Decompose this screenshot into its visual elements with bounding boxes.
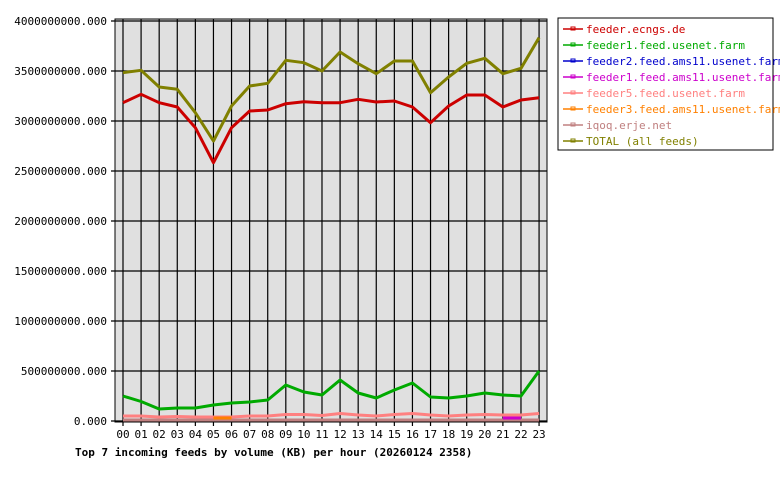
legend-marker [570, 106, 576, 111]
x-tick-label: 14 [370, 428, 384, 441]
legend-item: feeder5.feed.usenet.farm [563, 87, 745, 100]
legend-item: feeder2.feed.ams11.usenet.farm [563, 55, 780, 68]
x-tick-label: 12 [333, 428, 346, 441]
series-lines [122, 36, 541, 422]
legend [557, 17, 774, 151]
x-tick-label: 19 [460, 428, 473, 441]
legend-label: iqoq.erje.net [586, 119, 672, 132]
legend-label: feeder1.feed.ams11.usenet.farm [586, 71, 780, 84]
legend-label: feeder3.feed.ams11.usenet.farm [586, 103, 780, 116]
x-tick-label: 06 [225, 428, 238, 441]
x-tick-label: 15 [388, 428, 401, 441]
series-line-7 [122, 36, 541, 143]
legend-items: feeder.ecngs.de feeder1.feed.usenet.farm f… [563, 23, 780, 148]
x-tick-label: 03 [171, 428, 184, 441]
x-tick-label: 02 [153, 428, 166, 441]
series-line-4 [123, 412, 540, 419]
x-tick-label: 10 [297, 428, 310, 441]
x-tick-label: 21 [496, 428, 509, 441]
x-tick-label: 13 [352, 428, 365, 441]
x-tick-label: 01 [134, 428, 147, 441]
x-tick-label: 22 [514, 428, 527, 441]
y-tick-label: 3500000000.000 [14, 65, 107, 78]
y-tick-label: 0.000 [74, 415, 107, 428]
legend-marker [570, 74, 576, 79]
legend-item: feeder3.feed.ams11.usenet.farm [563, 103, 780, 116]
x-tick-label: 05 [207, 428, 220, 441]
x-tick-label: 07 [243, 428, 256, 441]
y-axis: 0.000 500000000.000 1000000000.000 15000000… [14, 15, 107, 428]
legend-label: feeder1.feed.usenet.farm [586, 39, 745, 52]
series-line-1 [122, 370, 541, 411]
chart-title: Top 7 incoming feeds by volume (KB) per … [75, 446, 472, 459]
legend-label: TOTAL (all feeds) [586, 135, 699, 148]
legend-item: feeder1.feed.usenet.farm [563, 39, 745, 52]
x-tick-label: 17 [424, 428, 437, 441]
legend-label: feeder2.feed.ams11.usenet.farm [586, 55, 780, 68]
legend-label: feeder.ecngs.de [586, 23, 685, 36]
x-axis: 00 01 02 03 04 05 06 07 08 09 10 11 12 13 14 15 16 17 18 19… [116, 428, 545, 441]
legend-label: feeder5.feed.usenet.farm [586, 87, 745, 100]
y-tick-label: 500000000.000 [21, 365, 107, 378]
legend-marker [570, 90, 576, 95]
legend-item: feeder1.feed.ams11.usenet.farm [563, 71, 780, 84]
legend-item: iqoq.erje.net [563, 119, 672, 132]
y-tick-label: 2000000000.000 [14, 215, 107, 228]
x-tick-label: 00 [116, 428, 129, 441]
x-tick-label: 20 [478, 428, 491, 441]
series-line-0 [122, 92, 540, 165]
x-tick-label: 23 [532, 428, 545, 441]
legend-item: TOTAL (all feeds) [563, 135, 699, 148]
legend-marker [570, 58, 576, 63]
legend-marker [570, 26, 576, 31]
legend-marker [570, 42, 576, 47]
y-tick-label: 4000000000.000 [14, 15, 107, 28]
y-tick-label: 2500000000.000 [14, 165, 107, 178]
legend-marker [570, 122, 576, 127]
x-tick-label: 08 [261, 428, 274, 441]
x-tick-label: 16 [406, 428, 419, 441]
y-tick-label: 1000000000.000 [14, 315, 107, 328]
legend-marker [570, 138, 576, 143]
y-tick-label: 1500000000.000 [14, 265, 107, 278]
x-tick-label: 09 [279, 428, 292, 441]
x-tick-label: 11 [315, 428, 328, 441]
x-tick-label: 18 [442, 428, 455, 441]
y-tick-label: 3000000000.000 [14, 115, 107, 128]
legend-item: feeder.ecngs.de [563, 23, 685, 36]
x-tick-label: 04 [189, 428, 203, 441]
